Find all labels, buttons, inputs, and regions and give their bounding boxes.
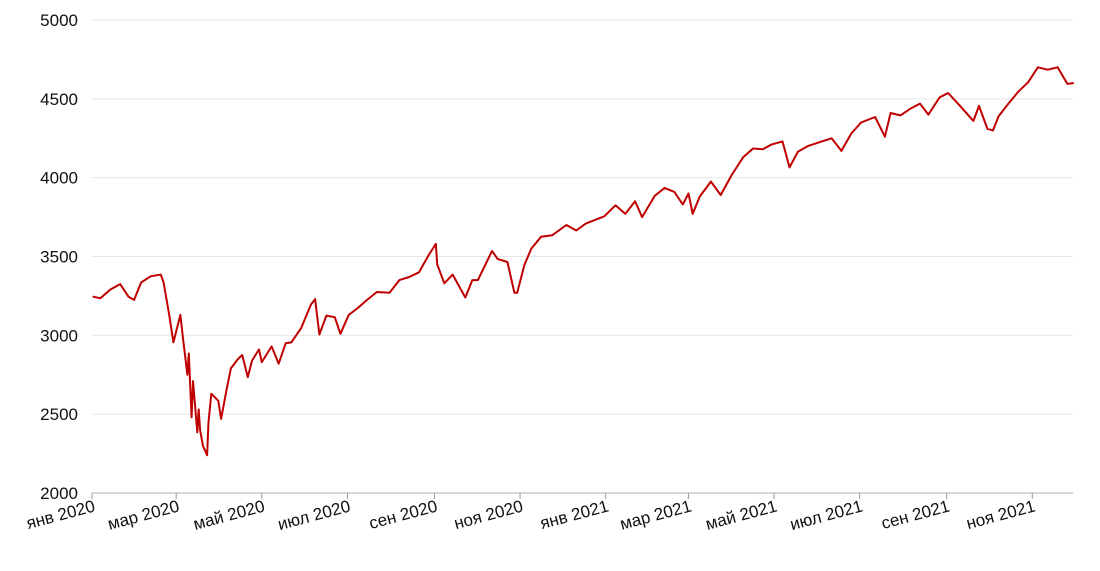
y-tick-label: 3500 xyxy=(40,248,78,267)
x-tick-label: ноя 2021 xyxy=(964,497,1037,534)
y-axis: 2000 2500 3000 3500 4000 4500 5000 xyxy=(40,11,78,503)
x-tick-label: сен 2020 xyxy=(367,497,439,533)
series-line xyxy=(92,66,1074,457)
y-tick-label: 3000 xyxy=(40,326,78,345)
grid-lines xyxy=(92,19,1073,415)
y-tick-label: 5000 xyxy=(40,11,78,30)
x-tick-label: май 2021 xyxy=(703,497,779,534)
y-tick-label: 4500 xyxy=(40,90,78,109)
y-tick-label: 4000 xyxy=(40,169,78,188)
x-tick-label: ноя 2020 xyxy=(452,497,525,534)
y-tick-label: 2000 xyxy=(40,484,78,503)
x-tick-label: май 2020 xyxy=(191,497,267,534)
series-layer xyxy=(92,66,1074,457)
x-tick-label: мар 2020 xyxy=(106,497,182,534)
x-tick-label: июл 2020 xyxy=(276,497,353,535)
x-tick-label: сен 2021 xyxy=(879,497,951,533)
x-tick-label: июл 2021 xyxy=(788,497,865,535)
x-axis: янв 2020 мар 2020 май 2020 июл 2020 сен 2020… xyxy=(24,492,1073,535)
x-tick-label: янв 2021 xyxy=(538,497,611,534)
x-tick-label: мар 2021 xyxy=(618,497,694,534)
y-tick-label: 2500 xyxy=(40,405,78,424)
